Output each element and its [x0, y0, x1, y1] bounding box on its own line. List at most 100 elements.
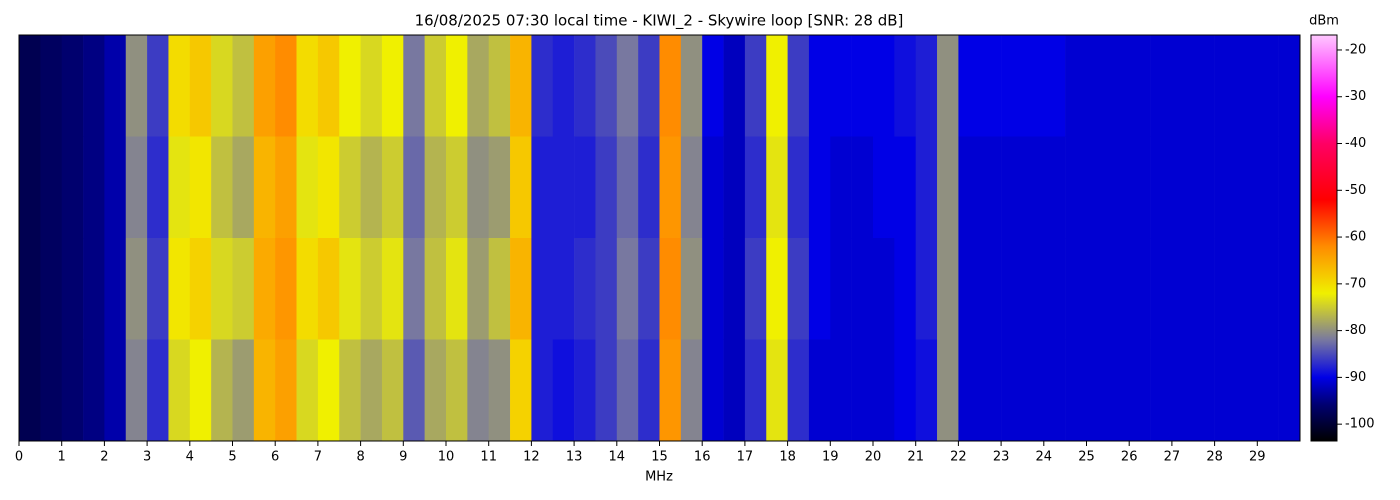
heat-cell	[1193, 339, 1215, 442]
heat-cell	[40, 35, 62, 137]
heat-cell	[1214, 136, 1237, 239]
heat-cell	[915, 238, 938, 340]
x-tick-label: 10	[438, 450, 455, 465]
heat-cell	[1257, 136, 1279, 239]
colorbar-tick-label: -40	[1345, 136, 1366, 151]
heat-cell	[189, 238, 212, 340]
heat-cell	[1150, 339, 1173, 442]
heat-cell	[488, 136, 511, 239]
heat-cell	[638, 136, 660, 239]
heat-cell	[296, 339, 319, 442]
heat-cell	[446, 339, 468, 442]
colorbar	[1310, 34, 1338, 442]
heat-cell	[937, 238, 959, 340]
x-tick-label: 6	[271, 450, 279, 465]
heat-cell	[1043, 136, 1066, 239]
heat-cell	[19, 136, 41, 239]
heat-cell	[1043, 238, 1066, 340]
heat-cell	[1171, 35, 1194, 137]
heat-cell	[979, 238, 1002, 340]
heat-cell	[937, 136, 959, 239]
heat-cell	[1257, 35, 1279, 137]
heat-cell	[1107, 238, 1130, 340]
heat-cell	[1043, 339, 1066, 442]
colorbar-tick-label: -50	[1345, 183, 1366, 198]
heat-cell	[680, 238, 703, 340]
colorbar-tick-label: -90	[1345, 370, 1366, 385]
heat-cell	[979, 339, 1002, 442]
heat-cell	[1107, 136, 1130, 239]
heat-cell	[1214, 339, 1237, 442]
heat-cell	[958, 136, 981, 239]
heat-cell	[574, 35, 596, 137]
heat-cell	[1214, 238, 1237, 340]
heat-cell	[488, 339, 511, 442]
heat-cell	[317, 238, 340, 340]
heat-cell	[1150, 238, 1173, 340]
colorbar-tick-label: -80	[1345, 323, 1366, 338]
heat-cell	[958, 35, 981, 137]
heat-cell	[766, 136, 788, 239]
heat-cell	[446, 35, 468, 137]
heat-cell	[1001, 35, 1023, 137]
heat-cell	[339, 339, 361, 442]
heat-cell	[403, 136, 425, 239]
heat-cell	[915, 136, 938, 239]
heat-cell	[296, 35, 319, 137]
heat-cell	[83, 238, 105, 340]
heat-cell	[104, 339, 127, 442]
heat-cell	[446, 238, 468, 340]
heat-cell	[381, 238, 404, 340]
heat-cell	[873, 35, 895, 137]
heat-cell	[510, 339, 532, 442]
x-tick-label: 19	[822, 450, 839, 465]
heat-cell	[424, 136, 447, 239]
heat-cell	[232, 136, 255, 239]
heat-cell	[787, 136, 810, 239]
x-tick-label: 24	[1036, 450, 1053, 465]
heat-cell	[531, 136, 554, 239]
heat-cell	[1193, 238, 1215, 340]
heat-cell	[766, 238, 788, 340]
heat-cell	[104, 136, 127, 239]
heat-cell	[1257, 238, 1279, 340]
heat-cell	[723, 136, 746, 239]
heat-cell	[381, 136, 404, 239]
heat-cell	[1129, 136, 1151, 239]
heat-cell	[275, 35, 297, 137]
heat-cell	[702, 136, 724, 239]
heat-cell	[40, 238, 62, 340]
colorbar-tick-label: -70	[1345, 276, 1366, 291]
heat-cell	[61, 238, 84, 340]
heat-cell	[723, 35, 746, 137]
heat-cell	[275, 136, 297, 239]
heat-cell	[702, 238, 724, 340]
heat-cell	[275, 339, 297, 442]
heat-cell	[937, 35, 959, 137]
heat-cell	[296, 136, 319, 239]
heat-cell	[915, 339, 938, 442]
x-tick-label: 8	[356, 450, 364, 465]
heat-cell	[702, 339, 724, 442]
x-tick-label: 12	[523, 450, 540, 465]
heat-cell	[147, 339, 169, 442]
heat-cell	[424, 35, 447, 137]
heat-cell	[787, 238, 810, 340]
x-tick-label: 27	[1164, 450, 1181, 465]
heat-cell	[1235, 136, 1258, 239]
heat-cell	[1107, 339, 1130, 442]
heat-cell	[1235, 238, 1258, 340]
heat-cell	[339, 35, 361, 137]
heat-cell	[360, 238, 383, 340]
x-tick-label: 26	[1121, 450, 1138, 465]
heat-cell	[211, 136, 233, 239]
heat-cell	[19, 339, 41, 442]
heat-cell	[510, 136, 532, 239]
heat-cell	[1001, 238, 1023, 340]
heat-cell	[253, 35, 276, 137]
heat-cell	[1150, 35, 1173, 137]
heat-cell	[1086, 238, 1109, 340]
heat-cell	[638, 35, 660, 137]
x-tick-label: 28	[1206, 450, 1223, 465]
